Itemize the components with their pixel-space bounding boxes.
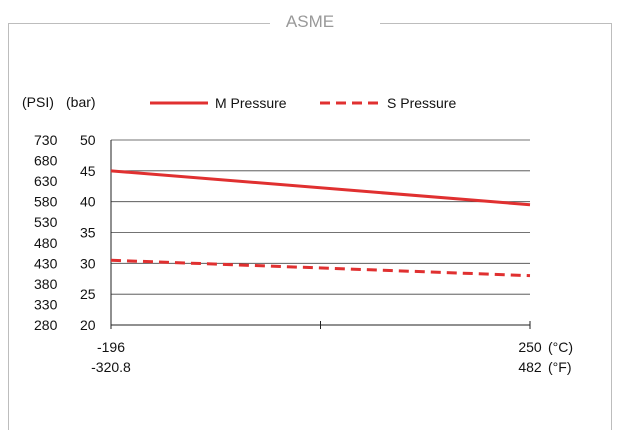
grid-lines [111, 139, 530, 295]
legend-label: S Pressure [387, 95, 456, 111]
legend: M Pressure S Pressure [150, 95, 456, 111]
bar-tick-label: 20 [80, 317, 96, 333]
x-tick-label-fahrenheit: -320.8 [91, 359, 131, 375]
bar-tick-label: 35 [80, 225, 96, 241]
x-unit-fahrenheit: (°F) [548, 359, 571, 375]
psi-tick-label: 680 [34, 153, 58, 169]
bar-tick-label: 40 [80, 194, 96, 210]
psi-tick-label: 480 [34, 235, 58, 251]
axis-labels: 50 45 40 35 30 25 20 730 680 630 580 530 480 430 380 33… [22, 94, 573, 375]
bar-tick-label: 25 [80, 286, 96, 302]
psi-tick-label: 530 [34, 214, 58, 230]
x-tick-label-fahrenheit: 482 [518, 359, 542, 375]
frame-right-line [611, 23, 612, 430]
psi-tick-label: 380 [34, 276, 58, 292]
x-tick-label-celsius: 250 [518, 339, 542, 355]
x-unit-celsius: (°C) [548, 339, 573, 355]
series-layer [110, 169, 531, 278]
frame-title: ASME [0, 12, 620, 32]
series-line-s-pressure [110, 258, 531, 278]
frame-top-left-line [8, 23, 270, 24]
bar-tick-label: 30 [80, 255, 96, 271]
psi-tick-label: 280 [34, 317, 58, 333]
series-line-m-pressure [110, 169, 531, 207]
bar-tick-label: 45 [80, 163, 96, 179]
x-tick-label-celsius: -196 [97, 339, 125, 355]
psi-axis-label: (PSI) [22, 94, 54, 110]
bar-tick-label: 50 [80, 132, 96, 148]
bar-axis-label: (bar) [66, 94, 96, 110]
psi-tick-label: 630 [34, 173, 58, 189]
frame-left-line [8, 23, 9, 430]
legend-label: M Pressure [215, 95, 287, 111]
psi-tick-label: 330 [34, 296, 58, 312]
psi-tick-label: 580 [34, 194, 58, 210]
psi-tick-label: 430 [34, 255, 58, 271]
psi-tick-label: 730 [34, 132, 58, 148]
frame-top-right-line [380, 23, 612, 24]
axes [110, 140, 531, 329]
